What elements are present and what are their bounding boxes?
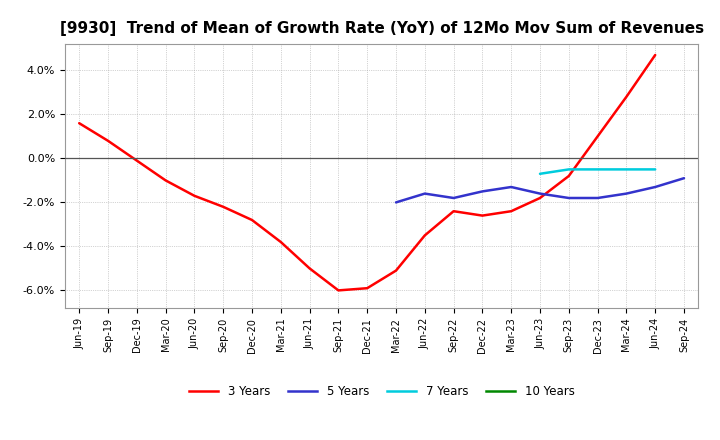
5 Years	[593, 195, 602, 201]
3 Years	[622, 94, 631, 99]
3 Years	[478, 213, 487, 218]
Line: 3 Years: 3 Years	[79, 55, 655, 290]
5 Years	[478, 189, 487, 194]
5 Years	[651, 184, 660, 190]
3 Years	[104, 138, 112, 143]
3 Years	[305, 266, 314, 271]
5 Years	[507, 184, 516, 190]
5 Years	[392, 200, 400, 205]
3 Years	[276, 239, 285, 245]
5 Years	[680, 176, 688, 181]
7 Years	[593, 167, 602, 172]
3 Years	[420, 233, 429, 238]
3 Years	[449, 209, 458, 214]
Line: 5 Years: 5 Years	[396, 178, 684, 202]
3 Years	[507, 209, 516, 214]
7 Years	[651, 167, 660, 172]
5 Years	[420, 191, 429, 196]
3 Years	[219, 204, 228, 209]
3 Years	[334, 288, 343, 293]
3 Years	[363, 286, 372, 291]
3 Years	[392, 268, 400, 273]
7 Years	[564, 167, 573, 172]
5 Years	[564, 195, 573, 201]
5 Years	[536, 191, 544, 196]
3 Years	[190, 193, 199, 198]
3 Years	[651, 52, 660, 58]
3 Years	[132, 158, 141, 163]
Legend: 3 Years, 5 Years, 7 Years, 10 Years: 3 Years, 5 Years, 7 Years, 10 Years	[184, 380, 580, 403]
5 Years	[449, 195, 458, 201]
Line: 7 Years: 7 Years	[540, 169, 655, 174]
Title: [9930]  Trend of Mean of Growth Rate (YoY) of 12Mo Mov Sum of Revenues: [9930] Trend of Mean of Growth Rate (YoY…	[60, 21, 703, 36]
3 Years	[161, 178, 170, 183]
3 Years	[593, 134, 602, 139]
7 Years	[536, 171, 544, 176]
3 Years	[75, 121, 84, 126]
7 Years	[622, 167, 631, 172]
3 Years	[248, 217, 256, 223]
3 Years	[564, 173, 573, 179]
5 Years	[622, 191, 631, 196]
3 Years	[536, 195, 544, 201]
